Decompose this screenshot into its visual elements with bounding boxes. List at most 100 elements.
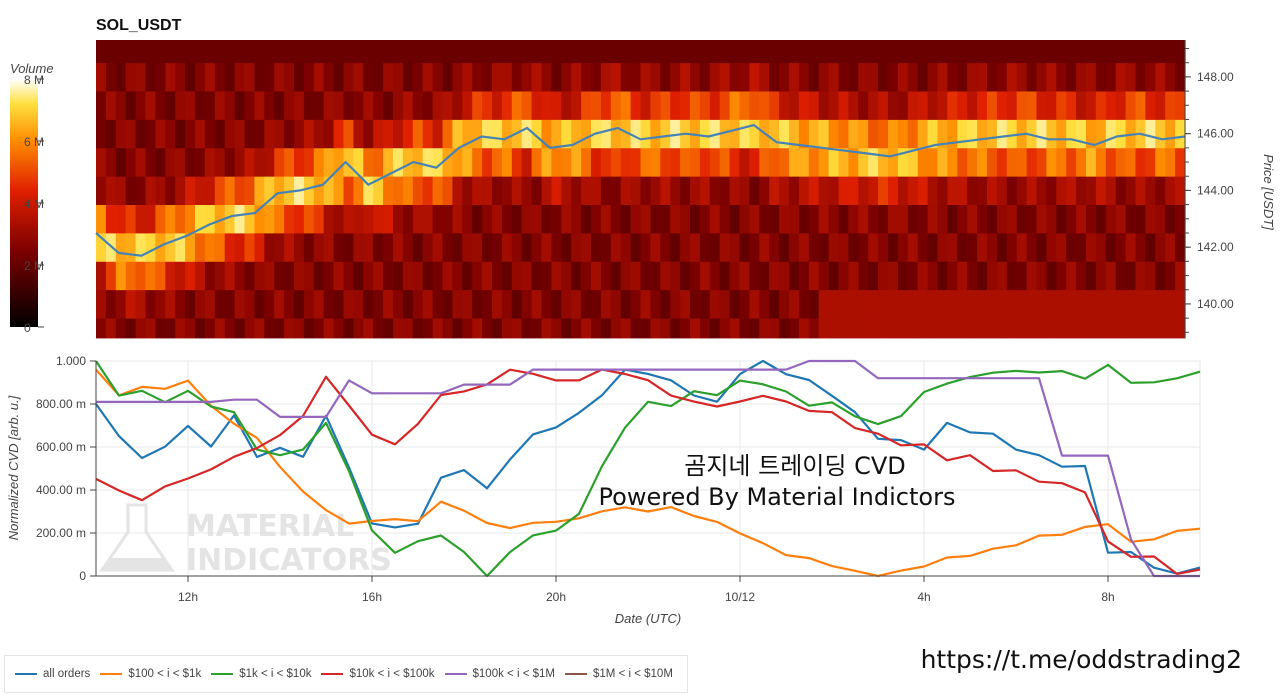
heatmap-cell bbox=[808, 318, 820, 339]
heatmap-cell bbox=[967, 62, 978, 92]
heatmap-cell bbox=[135, 91, 147, 120]
heatmap-cell bbox=[274, 232, 285, 262]
heatmap-cell bbox=[838, 40, 849, 64]
heatmap-cell bbox=[96, 176, 107, 206]
heatmap-cell bbox=[591, 318, 602, 339]
heatmap-cell bbox=[254, 232, 265, 262]
heatmap-cell bbox=[798, 261, 810, 291]
legend-label: $1M < i < $10M bbox=[593, 668, 673, 680]
heatmap-cell bbox=[828, 147, 840, 177]
heatmap-cell bbox=[303, 119, 315, 149]
heatmap-cell bbox=[957, 289, 968, 319]
heatmap-cell bbox=[1016, 232, 1028, 262]
heatmap-cell bbox=[412, 40, 424, 64]
heatmap-cell bbox=[195, 40, 206, 64]
heatmap-cell bbox=[393, 261, 404, 291]
heatmap-cell bbox=[551, 289, 562, 319]
heatmap-cell bbox=[957, 261, 968, 291]
legend-swatch bbox=[15, 673, 37, 675]
heatmap-cell bbox=[1066, 176, 1077, 206]
heatmap-cell bbox=[798, 147, 810, 177]
heatmap-cell bbox=[1155, 147, 1166, 177]
heatmap-cell bbox=[254, 91, 265, 120]
heatmap-cell bbox=[1046, 147, 1057, 177]
heatmap-cell bbox=[323, 62, 335, 92]
heatmap-cell bbox=[422, 40, 434, 64]
heatmap-cell bbox=[749, 318, 760, 339]
heatmap-cell bbox=[1026, 119, 1038, 149]
heatmap-cell bbox=[323, 261, 335, 291]
heatmap-cell bbox=[878, 62, 889, 92]
heatmap-cell bbox=[482, 176, 493, 206]
heatmap-cell bbox=[1006, 261, 1018, 291]
heatmap-cell bbox=[145, 232, 156, 262]
heatmap-cell bbox=[462, 176, 473, 206]
legend-item[interactable]: $1M < i < $10M bbox=[565, 668, 673, 680]
heatmap-cell bbox=[442, 147, 453, 177]
heatmap-cell bbox=[759, 232, 770, 262]
heatmap-cell bbox=[561, 318, 572, 339]
heatmap-cell bbox=[1165, 204, 1176, 234]
heatmap-cell bbox=[501, 232, 513, 262]
heatmap-cell bbox=[472, 119, 483, 149]
heatmap-cell bbox=[1095, 261, 1107, 291]
heatmap-cell bbox=[234, 176, 246, 206]
watermark-line-2: INDICATORS bbox=[186, 543, 392, 578]
heatmap-cell bbox=[412, 261, 424, 291]
heatmap-cell bbox=[303, 62, 315, 92]
heatmap-cell bbox=[1006, 204, 1018, 234]
heatmap-cell bbox=[1066, 147, 1077, 177]
heatmap-cell bbox=[581, 261, 592, 291]
heatmap-cell bbox=[937, 204, 948, 234]
heatmap-cell bbox=[442, 40, 453, 64]
heatmap-cell bbox=[472, 91, 483, 120]
heatmap-cell bbox=[600, 62, 612, 92]
heatmap-cell bbox=[620, 289, 632, 319]
cvd-series-line bbox=[95, 360, 1201, 578]
heatmap-cell bbox=[917, 318, 929, 339]
heatmap-cell bbox=[937, 176, 948, 206]
heatmap-cell bbox=[135, 318, 147, 339]
legend-item[interactable]: all orders bbox=[15, 668, 90, 680]
heatmap-cell bbox=[620, 40, 632, 64]
heatmap-cell bbox=[234, 62, 246, 92]
heatmap-cell bbox=[581, 119, 592, 149]
heatmap-cell bbox=[1036, 91, 1047, 120]
legend-item[interactable]: $100 < i < $1k bbox=[100, 668, 201, 680]
heatmap-cell bbox=[729, 318, 741, 339]
heatmap-cell bbox=[145, 261, 156, 291]
heatmap-cell bbox=[957, 204, 968, 234]
heatmap-cell bbox=[333, 62, 345, 92]
heatmap-cell bbox=[828, 119, 840, 149]
heatmap-cell bbox=[1165, 289, 1176, 319]
footer-url[interactable]: https://t.me/oddstrading2 bbox=[921, 645, 1242, 674]
heatmap-cell bbox=[610, 204, 622, 234]
heatmap-cell bbox=[828, 232, 840, 262]
heatmap-cell bbox=[878, 147, 889, 177]
heatmap-cell bbox=[828, 261, 840, 291]
heatmap-cell bbox=[1016, 204, 1028, 234]
legend-item[interactable]: $1k < i < $10k bbox=[211, 668, 311, 680]
heatmap-cell bbox=[244, 176, 255, 206]
heatmap-cell bbox=[987, 176, 998, 206]
heatmap-cell bbox=[868, 119, 879, 149]
heatmap-cell bbox=[363, 91, 374, 120]
heatmap-cell bbox=[1086, 232, 1097, 262]
heatmap-cell bbox=[1016, 40, 1028, 64]
heatmap-cell bbox=[363, 176, 374, 206]
heatmap-cell bbox=[402, 318, 414, 339]
heatmap-cell bbox=[165, 176, 176, 206]
legend-item[interactable]: $10k < i < $100k bbox=[321, 668, 435, 680]
heatmap-cell bbox=[878, 91, 889, 120]
heatmap-cell bbox=[1105, 318, 1117, 339]
legend-item[interactable]: $100k < i < $1M bbox=[444, 668, 555, 680]
heatmap-cell bbox=[1076, 119, 1087, 149]
heatmap-cell bbox=[699, 318, 711, 339]
heatmap-cell bbox=[1086, 62, 1097, 92]
heatmap-cell bbox=[303, 318, 315, 339]
heatmap-cell bbox=[363, 232, 374, 262]
heatmap-cell bbox=[541, 204, 552, 234]
heatmap-cell bbox=[412, 62, 424, 92]
heatmap-cell bbox=[343, 176, 354, 206]
heatmap-cell bbox=[660, 40, 671, 64]
